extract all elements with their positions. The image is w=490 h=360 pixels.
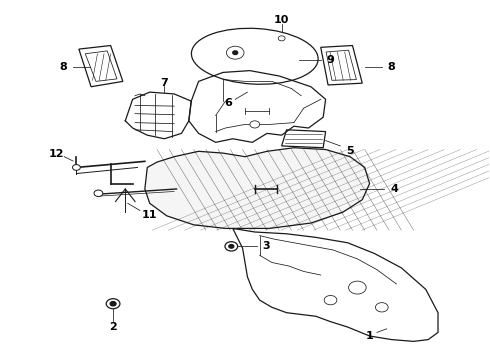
Text: 10: 10 bbox=[274, 15, 289, 25]
Text: 4: 4 bbox=[390, 184, 398, 194]
Circle shape bbox=[229, 244, 234, 248]
Circle shape bbox=[110, 302, 116, 306]
Polygon shape bbox=[145, 148, 369, 228]
Circle shape bbox=[348, 281, 366, 294]
Text: 2: 2 bbox=[109, 322, 117, 332]
Circle shape bbox=[233, 51, 238, 54]
Circle shape bbox=[73, 165, 80, 170]
Circle shape bbox=[278, 36, 285, 41]
Text: 8: 8 bbox=[388, 62, 395, 72]
Circle shape bbox=[94, 190, 103, 197]
Text: 7: 7 bbox=[161, 78, 168, 88]
Text: 1: 1 bbox=[366, 331, 373, 341]
Text: 12: 12 bbox=[49, 149, 65, 159]
Text: 8: 8 bbox=[59, 62, 67, 72]
Circle shape bbox=[324, 296, 337, 305]
Ellipse shape bbox=[192, 28, 318, 84]
Text: 5: 5 bbox=[346, 146, 354, 156]
Polygon shape bbox=[233, 228, 438, 341]
Circle shape bbox=[106, 299, 120, 309]
Circle shape bbox=[225, 242, 238, 251]
Text: 3: 3 bbox=[262, 241, 270, 251]
Circle shape bbox=[375, 303, 388, 312]
Text: 6: 6 bbox=[224, 98, 232, 108]
Circle shape bbox=[226, 46, 244, 59]
Circle shape bbox=[250, 121, 260, 128]
Text: 9: 9 bbox=[326, 55, 335, 65]
Text: 11: 11 bbox=[142, 210, 157, 220]
